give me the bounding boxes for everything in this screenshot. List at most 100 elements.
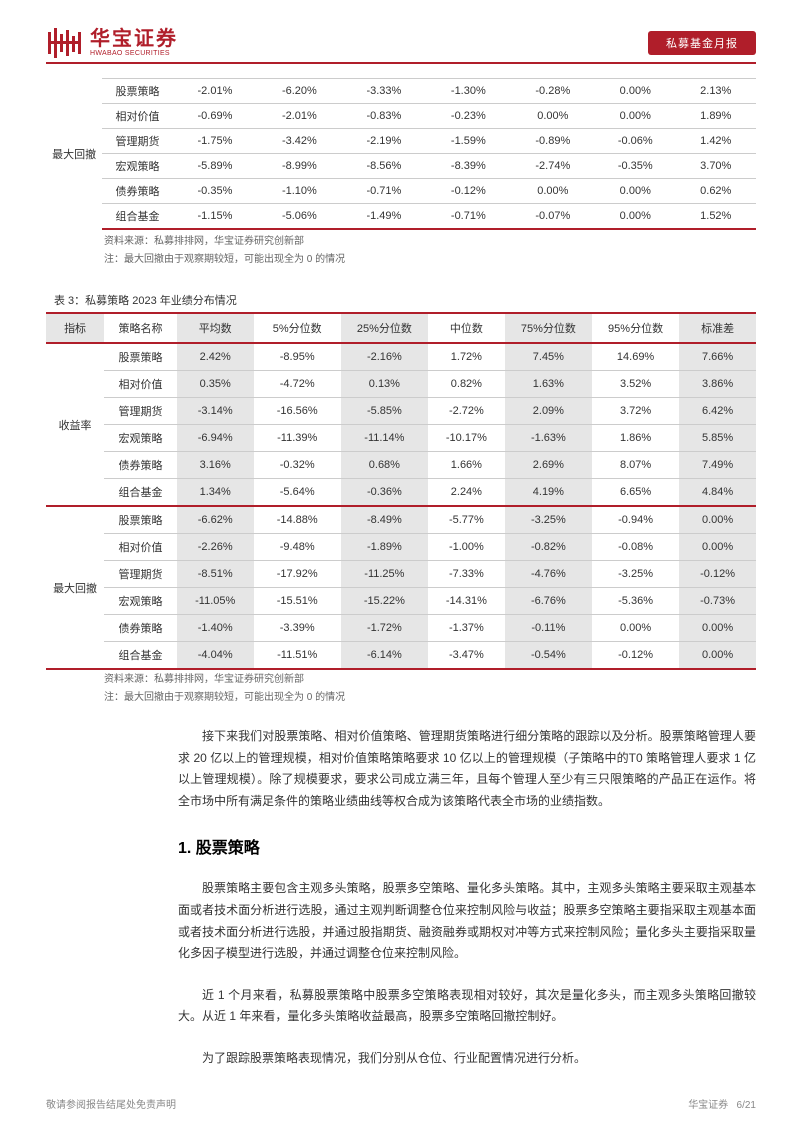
- table2-cell: 3.16%: [177, 452, 254, 479]
- table2-group-label: 最大回撤: [46, 506, 104, 669]
- table2-cell: -16.56%: [254, 398, 341, 425]
- table2-cell: 0.82%: [428, 371, 505, 398]
- table2-cell: 4.19%: [505, 479, 592, 507]
- table2-cell: -6.94%: [177, 425, 254, 452]
- table2-cell: 4.84%: [679, 479, 756, 507]
- table2-cell: -2.16%: [341, 343, 428, 371]
- table2-cell: -15.51%: [254, 588, 341, 615]
- table1-cell: 0.00%: [595, 104, 675, 129]
- table2-cell: -3.47%: [428, 642, 505, 670]
- table2-source: 资料来源：私募排排网，华宝证券研究创新部: [104, 672, 756, 688]
- intro-paragraph: 接下来我们对股票策略、相对价值策略、管理期货策略进行细分策略的跟踪以及分析。股票…: [178, 726, 756, 812]
- table1-cell: 0.00%: [595, 204, 675, 230]
- table2-header: 95%分位数: [592, 313, 679, 343]
- header-rule: [46, 62, 756, 64]
- table2-cell: -10.17%: [428, 425, 505, 452]
- table1-cell: -3.42%: [257, 129, 341, 154]
- table1-cell: -1.75%: [173, 129, 257, 154]
- table1-cell: -8.39%: [426, 154, 510, 179]
- table1-cell: 债券策略: [102, 179, 172, 204]
- table1-cell: -0.69%: [173, 104, 257, 129]
- table1-cell: 0.00%: [511, 104, 595, 129]
- table1-cell: -2.01%: [173, 79, 257, 104]
- table1-cell: -0.23%: [426, 104, 510, 129]
- table1-cell: -8.56%: [342, 154, 426, 179]
- footer-company: 华宝证券: [688, 1100, 728, 1111]
- table2-header: 指标: [46, 313, 104, 343]
- table1-cell: -0.83%: [342, 104, 426, 129]
- table2-cell: -2.72%: [428, 398, 505, 425]
- table1-cell: 1.42%: [676, 129, 757, 154]
- table2-cell: 0.35%: [177, 371, 254, 398]
- table2-cell: -11.14%: [341, 425, 428, 452]
- table2-cell: 债券策略: [104, 615, 177, 642]
- table2-note: 注：最大回撤由于观察期较短，可能出现全为 0 的情况: [104, 690, 756, 706]
- table2-cell: 7.45%: [505, 343, 592, 371]
- table2-cell: -7.33%: [428, 561, 505, 588]
- table2-cell: 宏观策略: [104, 425, 177, 452]
- table1-cell: 0.00%: [595, 179, 675, 204]
- table2-cell: -3.25%: [592, 561, 679, 588]
- table2-cell: 6.42%: [679, 398, 756, 425]
- table2-header: 策略名称: [104, 313, 177, 343]
- table1-cell: -8.99%: [257, 154, 341, 179]
- table1-cell: 1.89%: [676, 104, 757, 129]
- table2-caption: 表 3：私募策略 2023 年业绩分布情况: [54, 292, 756, 308]
- footer-right: 华宝证券 6/21: [688, 1096, 756, 1111]
- table2-cell: -8.49%: [341, 506, 428, 534]
- footer-disclaimer: 敬请参阅报告结尾处免责声明: [46, 1096, 176, 1111]
- table2-cell: -0.12%: [679, 561, 756, 588]
- stock-paragraph-1: 股票策略主要包含主观多头策略，股票多空策略、量化多头策略。其中，主观多头策略主要…: [178, 878, 756, 964]
- table2-cell: 组合基金: [104, 642, 177, 670]
- table1-cell: -0.35%: [595, 154, 675, 179]
- table2-cell: -5.36%: [592, 588, 679, 615]
- table2-cell: 7.66%: [679, 343, 756, 371]
- table2-cell: 5.85%: [679, 425, 756, 452]
- table1-cell: -0.07%: [511, 204, 595, 230]
- table2-cell: -0.82%: [505, 534, 592, 561]
- table2-header: 平均数: [177, 313, 254, 343]
- table2-cell: 0.00%: [679, 506, 756, 534]
- table2-cell: -0.08%: [592, 534, 679, 561]
- table2-cell: 0.00%: [679, 534, 756, 561]
- table2-group-label: 收益率: [46, 343, 104, 506]
- table2-cell: -6.62%: [177, 506, 254, 534]
- table1-cell: 1.52%: [676, 204, 757, 230]
- table2-cell: 宏观策略: [104, 588, 177, 615]
- table1-cell: -1.15%: [173, 204, 257, 230]
- table2-cell: -3.14%: [177, 398, 254, 425]
- table1-cell: 组合基金: [102, 204, 172, 230]
- table2-cell: -3.25%: [505, 506, 592, 534]
- table2-header: 中位数: [428, 313, 505, 343]
- table1-cell: -1.59%: [426, 129, 510, 154]
- table-max-drawdown: 最大回撤股票策略-2.01%-6.20%-3.33%-1.30%-0.28%0.…: [46, 78, 756, 230]
- table1-cell: -5.89%: [173, 154, 257, 179]
- table1-cell: -0.35%: [173, 179, 257, 204]
- page-header: 华宝证券 HWABAO SECURITIES 私募基金月报: [46, 28, 756, 58]
- table2-cell: 2.42%: [177, 343, 254, 371]
- table1-cell: 3.70%: [676, 154, 757, 179]
- table1-cell: -0.06%: [595, 129, 675, 154]
- table2-header: 75%分位数: [505, 313, 592, 343]
- table2-cell: 2.24%: [428, 479, 505, 507]
- table1-cell: -2.01%: [257, 104, 341, 129]
- table2-cell: -1.00%: [428, 534, 505, 561]
- table2-cell: 1.66%: [428, 452, 505, 479]
- table2-cell: -11.39%: [254, 425, 341, 452]
- table2-cell: 7.49%: [679, 452, 756, 479]
- table2-cell: -0.12%: [592, 642, 679, 670]
- table2-cell: -4.76%: [505, 561, 592, 588]
- table2-cell: -8.95%: [254, 343, 341, 371]
- logo-cn: 华宝证券: [90, 28, 178, 50]
- stock-paragraph-2: 近 1 个月来看，私募股票策略中股票多空策略表现相对较好，其次是量化多头，而主观…: [178, 985, 756, 1028]
- table2-header: 5%分位数: [254, 313, 341, 343]
- table1-cell: -3.33%: [342, 79, 426, 104]
- table1-cell: -0.28%: [511, 79, 595, 104]
- table1-note: 注：最大回撤由于观察期较短，可能出现全为 0 的情况: [104, 252, 756, 268]
- table2-cell: 管理期货: [104, 561, 177, 588]
- table2-cell: 3.86%: [679, 371, 756, 398]
- table2-cell: -1.40%: [177, 615, 254, 642]
- table2-cell: -6.76%: [505, 588, 592, 615]
- table2-cell: -1.63%: [505, 425, 592, 452]
- table2-cell: 2.69%: [505, 452, 592, 479]
